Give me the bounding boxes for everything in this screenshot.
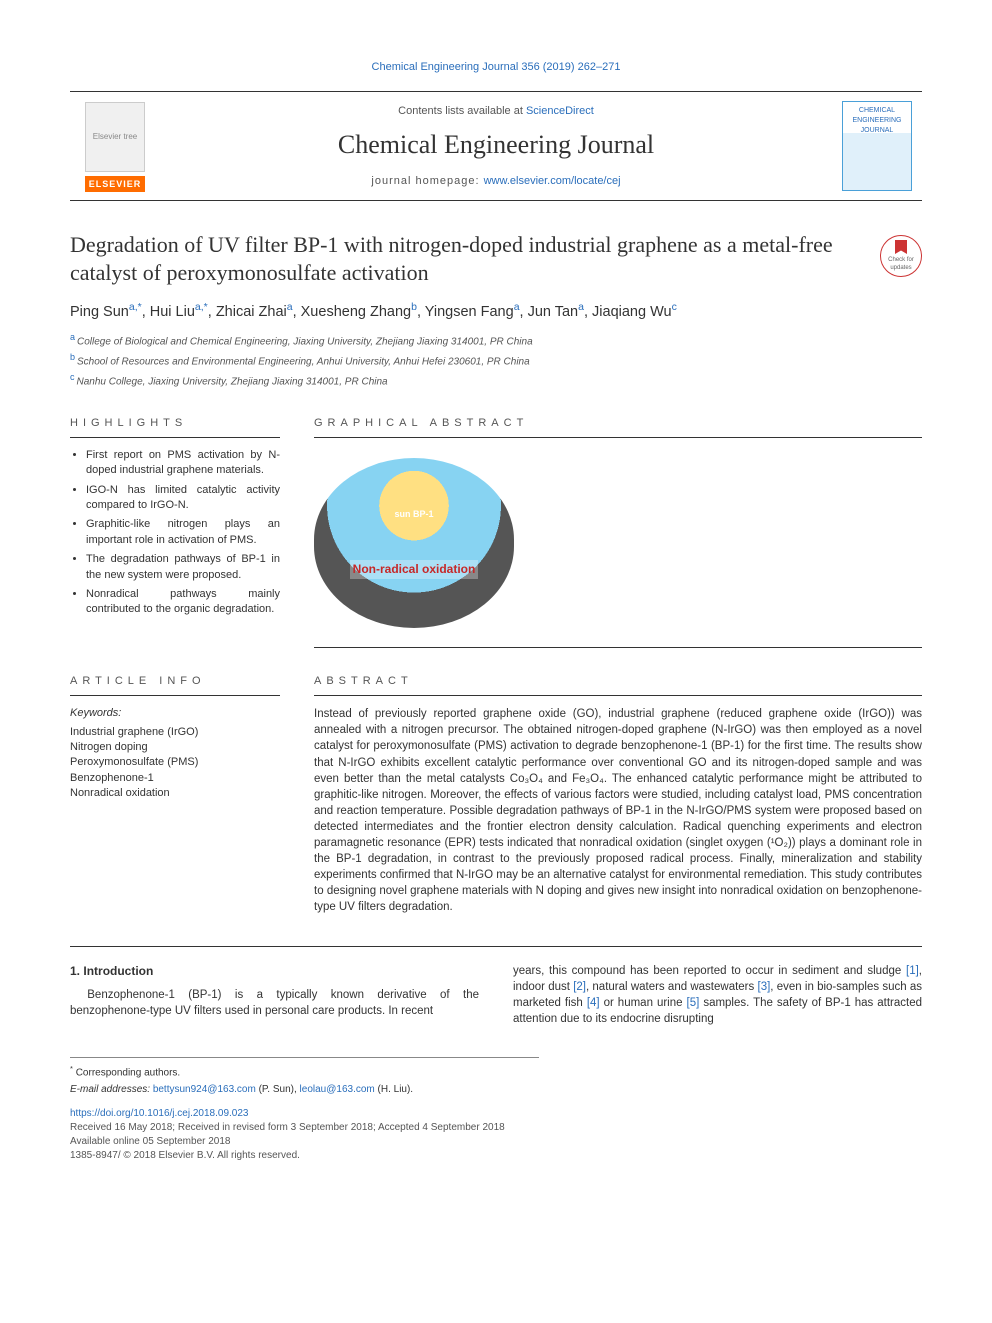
highlights-list: First report on PMS activation by N-dope… xyxy=(70,448,280,618)
graphical-abstract-figure-wrap: sun BP-1 Non-radical oxidation xyxy=(314,448,922,648)
graphical-abstract-block: GRAPHICAL ABSTRACT sun BP-1 Non-radical … xyxy=(314,416,922,648)
bookmark-icon xyxy=(895,240,907,254)
affiliation-list: aCollege of Biological and Chemical Engi… xyxy=(70,331,922,390)
author-aff-marker: a,* xyxy=(195,301,208,313)
intro-para-left: Benzophenone-1 (BP-1) is a typically kno… xyxy=(70,987,479,1019)
highlight-item: Nonradical pathways mainly contributed t… xyxy=(86,587,280,618)
highlights-block: HIGHLIGHTS First report on PMS activatio… xyxy=(70,416,280,648)
homepage-prefix: journal homepage: xyxy=(371,175,483,187)
txt: , natural waters and wastewaters xyxy=(586,981,758,993)
email-line: E-mail addresses: bettysun924@163.com (P… xyxy=(70,1083,539,1097)
body-columns: 1. Introduction Benzophenone-1 (BP-1) is… xyxy=(70,963,922,1027)
email-label: E-mail addresses: xyxy=(70,1084,153,1095)
article-info-block: ARTICLE INFO Keywords: Industrial graphe… xyxy=(70,674,280,916)
keyword: Nonradical oxidation xyxy=(70,786,280,801)
email-2-who: (H. Liu). xyxy=(375,1084,413,1095)
ref-link-3[interactable]: [3] xyxy=(758,981,771,993)
corresponding-note: * Corresponding authors. xyxy=(70,1064,539,1080)
author: Xuesheng Zhangb xyxy=(301,304,417,320)
ref-link-1[interactable]: [1] xyxy=(906,965,919,977)
affiliation: aCollege of Biological and Chemical Engi… xyxy=(70,331,922,349)
journal-cover-thumb: CHEMICAL ENGINEERING JOURNAL xyxy=(842,101,912,191)
ga-label-mid: Non-radical oxidation xyxy=(350,560,479,579)
author-list: Ping Suna,*, Hui Liua,*, Zhicai Zhaia, X… xyxy=(70,300,922,322)
highlight-item: First report on PMS activation by N-dope… xyxy=(86,448,280,479)
corr-text: Corresponding authors. xyxy=(76,1067,181,1078)
contents-line: Contents lists available at ScienceDirec… xyxy=(398,104,594,119)
highlight-item: The degradation pathways of BP-1 in the … xyxy=(86,552,280,583)
footnotes: * Corresponding authors. E-mail addresse… xyxy=(70,1057,539,1097)
section-number: 1. xyxy=(70,964,80,978)
intro-para-right: years, this compound has been reported t… xyxy=(513,963,922,1027)
author: Yingsen Fanga xyxy=(425,304,520,320)
elsevier-tree-icon: Elsevier tree xyxy=(85,102,145,172)
abstract-text: Instead of previously reported graphene … xyxy=(314,706,922,915)
copyright-line: 1385-8947/ © 2018 Elsevier B.V. All righ… xyxy=(70,1149,922,1163)
highlight-item: Graphitic-like nitrogen plays an importa… xyxy=(86,517,280,548)
email-1-who: (P. Sun), xyxy=(256,1084,300,1095)
check-updates-badge[interactable]: Check for updates xyxy=(880,235,922,277)
author: Jiaqiang Wuc xyxy=(592,304,677,320)
author: Zhicai Zhaia xyxy=(216,304,293,320)
affiliation-label: b xyxy=(70,352,75,362)
doi-link[interactable]: https://doi.org/10.1016/j.cej.2018.09.02… xyxy=(70,1108,248,1119)
sciencedirect-link[interactable]: ScienceDirect xyxy=(526,105,594,117)
contents-prefix: Contents lists available at xyxy=(398,105,526,117)
body-col-right: years, this compound has been reported t… xyxy=(513,963,922,1027)
homepage-link[interactable]: www.elsevier.com/locate/cej xyxy=(484,175,621,187)
ref-link-2[interactable]: [2] xyxy=(573,981,586,993)
author-aff-marker: a xyxy=(287,301,293,313)
email-1-link[interactable]: bettysun924@163.com xyxy=(153,1084,256,1095)
affiliation-label: c xyxy=(70,372,75,382)
section-divider xyxy=(70,946,922,947)
highlights-heading: HIGHLIGHTS xyxy=(70,416,280,438)
author: Ping Suna,* xyxy=(70,304,142,320)
masthead-center: Contents lists available at ScienceDirec… xyxy=(160,92,832,200)
abstract-heading: ABSTRACT xyxy=(314,674,922,696)
section-1-heading: 1. Introduction xyxy=(70,963,479,980)
doi-block: https://doi.org/10.1016/j.cej.2018.09.02… xyxy=(70,1107,922,1163)
txt: years, this compound has been reported t… xyxy=(513,965,906,977)
history-line: Received 16 May 2018; Received in revise… xyxy=(70,1121,922,1135)
author: Hui Liua,* xyxy=(150,304,208,320)
email-2-link[interactable]: leolau@163.com xyxy=(300,1084,375,1095)
article-title: Degradation of UV filter BP-1 with nitro… xyxy=(70,231,868,286)
ref-link-4[interactable]: [4] xyxy=(587,997,600,1009)
article-info-heading: ARTICLE INFO xyxy=(70,674,280,696)
running-head-citation: Chemical Engineering Journal 356 (2019) … xyxy=(70,60,922,75)
graphical-abstract-figure: sun BP-1 Non-radical oxidation xyxy=(314,458,514,628)
journal-masthead: Elsevier tree ELSEVIER Contents lists av… xyxy=(70,91,922,201)
corr-marker: * xyxy=(70,1064,73,1073)
elsevier-wordmark: ELSEVIER xyxy=(85,176,146,193)
highlight-item: IGO-N has limited catalytic activity com… xyxy=(86,483,280,514)
keyword: Peroxymonosulfate (PMS) xyxy=(70,755,280,770)
cover-thumb-wrap: CHEMICAL ENGINEERING JOURNAL xyxy=(832,92,922,200)
author: Jun Tana xyxy=(528,304,584,320)
ga-label-top: sun BP-1 xyxy=(394,508,433,521)
author-aff-marker: a xyxy=(578,301,584,313)
journal-homepage-line: journal homepage: www.elsevier.com/locat… xyxy=(371,174,620,189)
affiliation: cNanhu College, Jiaxing University, Zhej… xyxy=(70,371,922,389)
keyword: Benzophenone-1 xyxy=(70,771,280,786)
section-title: Introduction xyxy=(83,964,153,978)
author-aff-marker: b xyxy=(411,301,417,313)
author-aff-marker: a,* xyxy=(129,301,142,313)
keywords-list: Industrial graphene (IrGO)Nitrogen dopin… xyxy=(70,725,280,802)
online-line: Available online 05 September 2018 xyxy=(70,1135,922,1149)
txt: or human urine xyxy=(600,997,687,1009)
affiliation-label: a xyxy=(70,332,75,342)
affiliation: bSchool of Resources and Environmental E… xyxy=(70,351,922,369)
keyword: Industrial graphene (IrGO) xyxy=(70,725,280,740)
publisher-block: Elsevier tree ELSEVIER xyxy=(70,92,160,200)
author-aff-marker: c xyxy=(672,301,677,313)
body-col-left: 1. Introduction Benzophenone-1 (BP-1) is… xyxy=(70,963,479,1027)
keywords-heading: Keywords: xyxy=(70,706,280,721)
author-aff-marker: a xyxy=(514,301,520,313)
check-updates-label: Check for updates xyxy=(881,256,921,273)
keyword: Nitrogen doping xyxy=(70,740,280,755)
abstract-block: ABSTRACT Instead of previously reported … xyxy=(314,674,922,916)
graphical-abstract-heading: GRAPHICAL ABSTRACT xyxy=(314,416,922,438)
ref-link-5[interactable]: [5] xyxy=(687,997,700,1009)
journal-title: Chemical Engineering Journal xyxy=(338,127,654,163)
